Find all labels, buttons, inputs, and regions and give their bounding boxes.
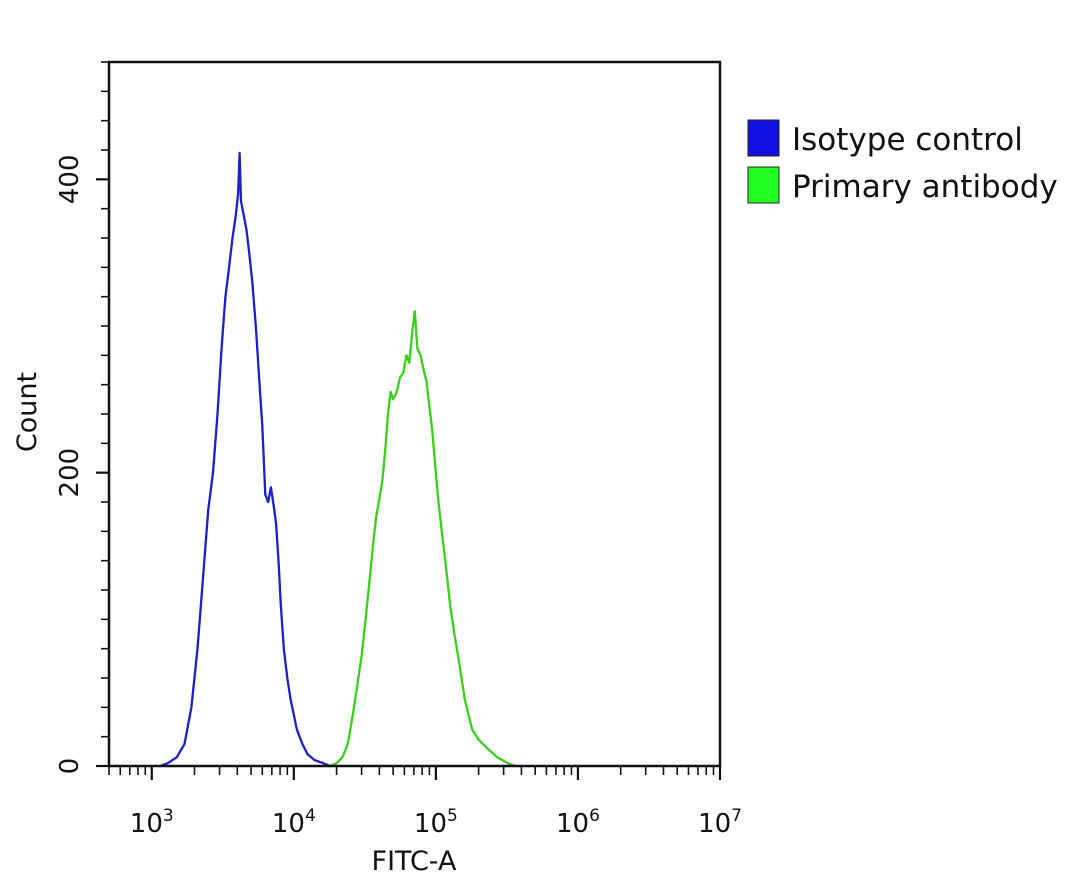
y-tick-label: 0: [55, 758, 85, 775]
y-tick-label: 200: [55, 448, 85, 498]
legend: Isotype control Primary antibody: [747, 119, 1058, 205]
x-axis-tick-labels: 103 104 105 106 107: [130, 806, 742, 839]
legend-swatch: [747, 119, 780, 157]
plot-frame: [107, 60, 722, 768]
series-layer: [159, 151, 517, 768]
y-axis-title: Count: [12, 372, 43, 452]
x-tick-label: 105: [414, 806, 458, 839]
series-line-isotype-control: [159, 151, 332, 768]
legend-label: Isotype control: [792, 122, 1023, 158]
x-axis-title: FITC-A: [372, 846, 457, 877]
x-tick-label: 104: [272, 806, 316, 839]
x-tick-label: 107: [698, 806, 742, 839]
x-axis-ticks: [108, 766, 722, 780]
legend-swatch: [747, 166, 780, 204]
y-axis-ticks: [96, 61, 109, 768]
legend-label: Primary antibody: [792, 169, 1058, 205]
y-tick-label: 400: [55, 155, 85, 205]
series-line-primary-antibody: [328, 310, 517, 768]
x-tick-label: 106: [556, 806, 600, 839]
y-axis-tick-labels: 0 200 400: [55, 155, 85, 775]
x-tick-label: 103: [130, 806, 174, 839]
